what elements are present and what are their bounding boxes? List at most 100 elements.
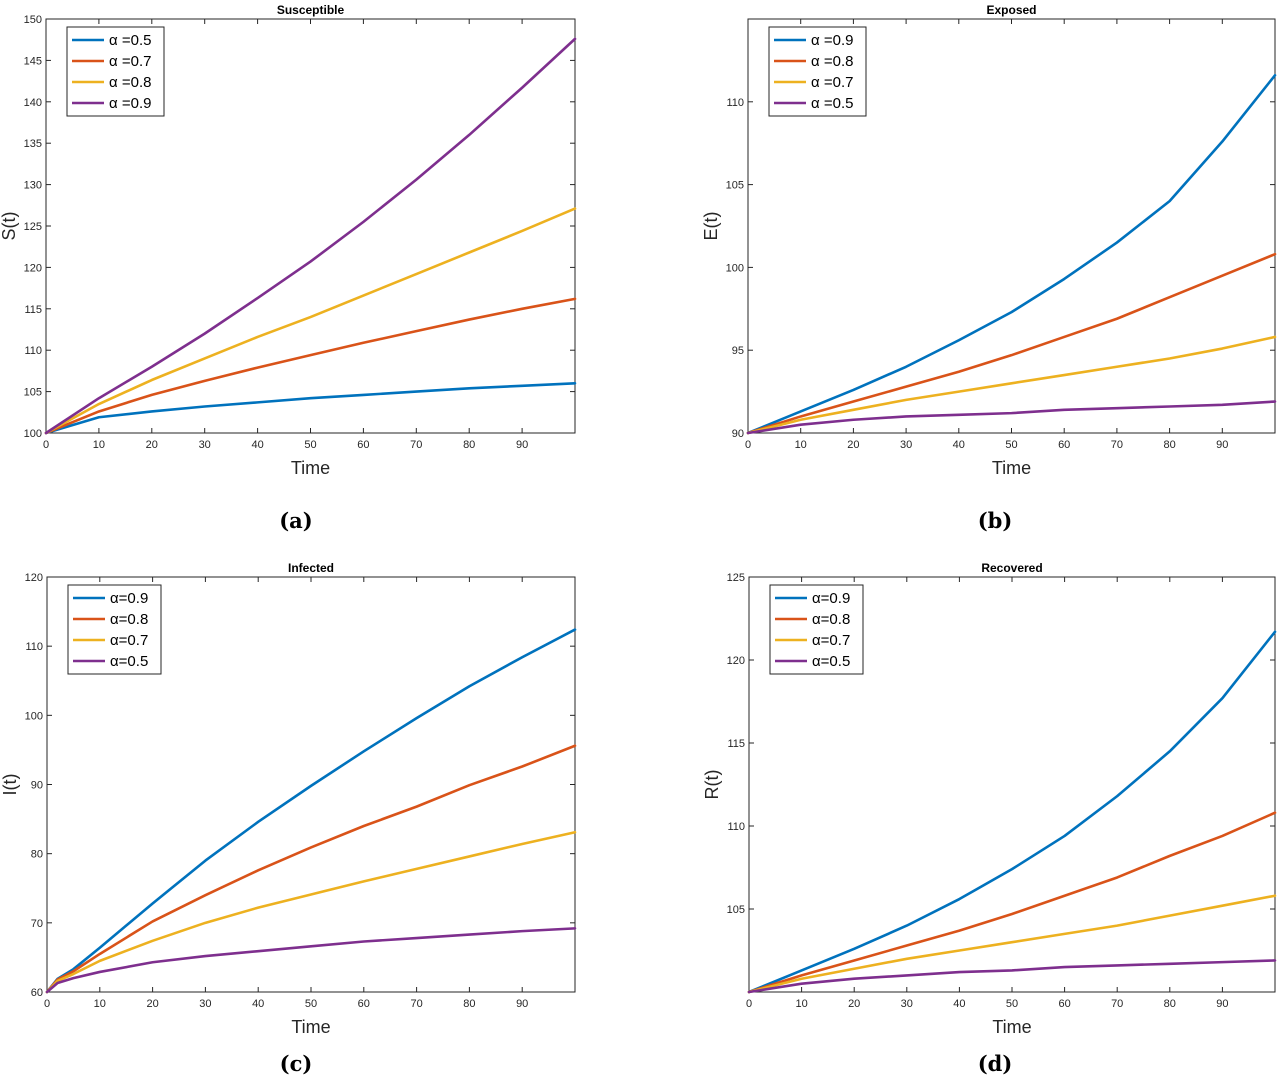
x-tick-label: 60 (1058, 998, 1070, 1010)
y-tick-label: 90 (31, 780, 43, 792)
series-line-1 (45, 628, 577, 994)
x-tick-label: 20 (848, 998, 860, 1010)
subfigure-label: (d) (978, 1051, 1013, 1076)
x-tick-label: 40 (953, 998, 965, 1010)
legend-entry: α =0.9 (109, 95, 151, 112)
series-line-3 (45, 830, 577, 994)
y-axis-label: R(t) (702, 770, 722, 800)
x-tick-label: 50 (305, 998, 317, 1010)
legend (66, 26, 165, 117)
legend-entry: α=0.8 (110, 611, 148, 628)
y-tick-label: 100 (24, 428, 42, 440)
x-tick-label: 90 (516, 439, 528, 451)
x-tick-label: 60 (1058, 439, 1070, 451)
y-tick-label: 105 (24, 387, 42, 399)
x-tick-label: 10 (93, 439, 105, 451)
subfigure-label: (b) (978, 508, 1013, 533)
series-line-1 (747, 630, 1277, 994)
legend-entry: α =0.7 (811, 74, 853, 91)
x-tick-label: 0 (745, 439, 751, 451)
y-tick-label: 110 (726, 97, 744, 109)
x-tick-label: 50 (1006, 998, 1018, 1010)
legend-entry: α =0.7 (109, 53, 151, 70)
series-line-1 (44, 382, 577, 435)
y-tick-label: 95 (732, 345, 744, 357)
legend-entry: α=0.8 (812, 611, 850, 628)
x-tick-label: 10 (94, 998, 106, 1010)
x-tick-label: 70 (1111, 998, 1123, 1010)
legend (67, 584, 162, 675)
y-axis-label: E(t) (701, 212, 721, 241)
x-tick-label: 90 (1216, 439, 1228, 451)
x-tick-label: 10 (795, 998, 807, 1010)
y-tick-label: 90 (732, 428, 744, 440)
legend-entry: α=0.5 (110, 653, 148, 670)
series-line-2 (746, 252, 1277, 435)
y-tick-label: 125 (727, 572, 745, 584)
series-line-1 (746, 74, 1277, 435)
y-tick-label: 105 (727, 904, 745, 916)
x-axis-label: Time (291, 1017, 330, 1037)
legend-entry: α=0.9 (812, 590, 850, 607)
subfigure-label: (c) (280, 1051, 313, 1076)
y-tick-label: 110 (24, 345, 42, 357)
x-tick-label: 80 (1163, 439, 1175, 451)
series-line-3 (746, 335, 1277, 435)
x-tick-label: 50 (1005, 439, 1017, 451)
y-tick-label: 80 (31, 849, 43, 861)
x-tick-label: 30 (199, 439, 211, 451)
chart-title: Susceptible (277, 3, 345, 17)
x-tick-label: 80 (463, 998, 475, 1010)
series-line-2 (44, 297, 577, 435)
x-tick-label: 30 (901, 998, 913, 1010)
y-tick-label: 140 (24, 97, 42, 109)
y-tick-label: 105 (726, 180, 744, 192)
series-line-4 (44, 37, 577, 435)
chart-panel-3: Infected 0 10 20 30 40 50 60 70 80 90 60 70 80 90 100 11… (0, 561, 577, 1037)
y-tick-label: 115 (24, 304, 42, 316)
y-tick-label: 100 (25, 710, 43, 722)
y-tick-label: 100 (726, 262, 744, 274)
y-tick-label: 135 (24, 138, 42, 150)
x-tick-label: 90 (516, 998, 528, 1010)
chart-title: Exposed (986, 3, 1036, 17)
x-tick-label: 90 (1216, 998, 1228, 1010)
series-line-3 (747, 894, 1277, 994)
y-tick-label: 120 (24, 262, 42, 274)
legend-entry: α =0.8 (109, 74, 151, 91)
series-line-4 (747, 959, 1277, 994)
chart-panel-4: Recovered 0 10 20 30 40 50 60 70 80 90 105 110 115 120… (702, 561, 1277, 1037)
x-axis-label: Time (992, 1017, 1031, 1037)
series-line-2 (747, 811, 1277, 994)
x-tick-label: 0 (44, 998, 50, 1010)
x-tick-label: 70 (410, 998, 422, 1010)
legend (768, 26, 867, 117)
legend-entry: α=0.7 (110, 632, 148, 649)
series-line-4 (45, 927, 577, 994)
y-tick-label: 115 (727, 738, 745, 750)
x-tick-label: 20 (146, 439, 158, 451)
y-tick-label: 70 (31, 918, 43, 930)
legend-entry: α =0.9 (811, 32, 853, 49)
x-tick-label: 40 (252, 998, 264, 1010)
chart-panel-2: Exposed 0 10 20 30 40 50 60 70 80 90 90 95 100 105 110 T… (701, 3, 1277, 478)
legend-entry: α=0.5 (812, 653, 850, 670)
legend-entry: α =0.8 (811, 53, 853, 70)
y-tick-label: 110 (25, 641, 43, 653)
x-tick-label: 40 (953, 439, 965, 451)
x-tick-label: 20 (146, 998, 158, 1010)
legend-entry: α=0.7 (812, 632, 850, 649)
y-axis-label: I(t) (0, 774, 20, 796)
chart-panel-1: Susceptible 0 10 20 30 40 50 60 70 80 90 100 105 110 1… (0, 3, 577, 478)
x-tick-label: 40 (251, 439, 263, 451)
legend-entry: α =0.5 (811, 95, 853, 112)
y-tick-label: 120 (727, 655, 745, 667)
x-tick-label: 50 (304, 439, 316, 451)
series-line-2 (45, 744, 577, 994)
x-tick-label: 60 (357, 439, 369, 451)
x-tick-label: 70 (1111, 439, 1123, 451)
y-tick-label: 150 (24, 14, 42, 26)
subfigure-label: (a) (279, 508, 312, 533)
legend-entry: α =0.5 (109, 32, 151, 49)
